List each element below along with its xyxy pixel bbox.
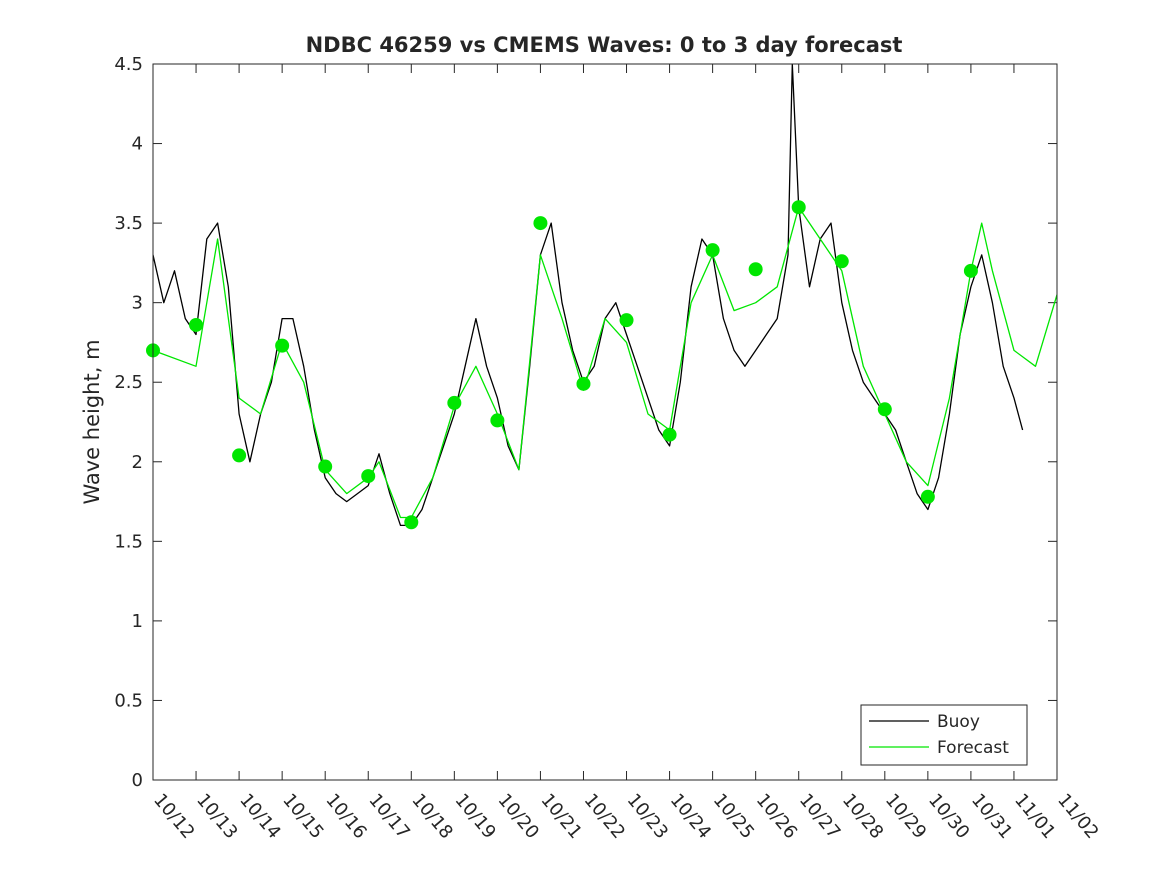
chart-title: NDBC 46259 vs CMEMS Waves: 0 to 3 day fo…	[306, 33, 903, 57]
y-tick-label: 3.5	[114, 213, 143, 234]
forecast-marker	[791, 200, 806, 215]
legend-label-forecast: Forecast	[937, 738, 1009, 758]
forecast-marker	[920, 489, 935, 504]
y-axis-label: Wave height, m	[80, 339, 104, 504]
series-line-buoy	[153, 64, 1024, 527]
forecast-marker	[318, 459, 333, 474]
legend-box	[860, 704, 1028, 766]
y-tick-label: 2.5	[114, 372, 143, 393]
forecast-marker	[361, 469, 376, 484]
forecast-marker	[877, 402, 892, 417]
forecast-marker	[275, 338, 290, 353]
forecast-marker	[533, 216, 548, 231]
forecast-marker	[834, 254, 849, 269]
forecast-marker	[447, 395, 462, 410]
forecast-marker	[963, 263, 978, 278]
forecast-marker	[490, 413, 505, 428]
series-line-forecast	[153, 206, 1057, 519]
forecast-marker	[189, 317, 204, 332]
y-tick-label: 4.5	[114, 54, 143, 75]
y-tick-label: 3	[132, 293, 143, 314]
plot-area-border	[152, 63, 1058, 781]
y-tick-label: 0	[132, 770, 143, 791]
legend-label-buoy: Buoy	[937, 712, 980, 732]
forecast-marker	[576, 376, 591, 391]
y-tick-label: 4	[132, 134, 143, 155]
y-tick-label: 0.5	[114, 690, 143, 711]
forecast-marker	[619, 313, 634, 328]
forecast-marker	[662, 427, 677, 442]
y-tick-label: 1.5	[114, 531, 143, 552]
series-layer	[153, 64, 1057, 527]
marker-layer	[146, 200, 978, 530]
y-tick-label: 2	[132, 452, 143, 473]
forecast-marker	[404, 515, 419, 530]
forecast-marker	[232, 448, 247, 463]
forecast-marker	[748, 262, 763, 277]
forecast-marker	[705, 243, 720, 258]
y-tick-label: 1	[132, 611, 143, 632]
legend: Buoy Forecast	[860, 704, 1028, 766]
y-axis: 0 0.5 1 1.5 2 2.5 3 3.5 4 4.5	[114, 54, 1057, 791]
